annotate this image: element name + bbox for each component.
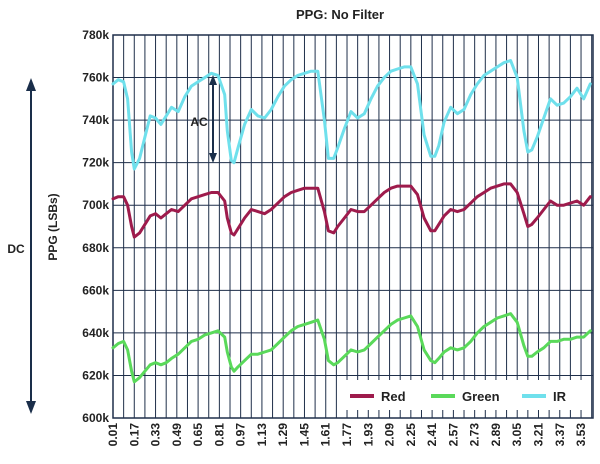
x-tick-label: 2.89 [489,423,503,447]
x-tick-label: 3.05 [510,423,524,447]
dc-label: DC [7,242,25,256]
x-tick-label: 0.49 [170,423,184,447]
series-line-red [111,182,592,239]
legend: Red Green IR [343,380,591,410]
x-tick-label: 1.93 [361,423,375,447]
x-tick-label: 2.25 [404,423,418,447]
ac-label: AC [190,115,208,129]
x-axis-ticks: 0.01 0.17 0.33 0.49 0.65 0.81 0.97 1.13 1.29 1.45… [106,423,588,447]
ac-arrow-head-top [209,75,217,85]
x-tick-label: 3.21 [531,423,545,447]
y-axis-label: PPG (LSBs) [46,193,60,260]
x-tick-label: 3.37 [553,423,567,447]
legend-label-red: Red [381,389,406,404]
dc-arrow-head-top [26,78,36,91]
series-line-ir [111,59,592,171]
ac-annotation: AC [190,75,217,163]
plot-border [112,34,594,419]
y-tick-label: 780k [82,28,109,42]
x-tick-label: 0.17 [127,423,141,447]
y-tick-label: 600k [82,411,109,425]
dc-arrow-head-bottom [26,401,36,414]
legend-label-green: Green [462,389,500,404]
x-tick-label: 2.57 [446,423,460,447]
legend-background [343,380,591,410]
x-tick-label: 1.13 [255,423,269,447]
chart-title: PPG: No Filter [296,7,384,22]
x-tick-label: 2.09 [383,423,397,447]
x-tick-label: 3.53 [574,423,588,447]
y-tick-label: 640k [82,326,109,340]
x-tick-label: 2.41 [425,423,439,447]
x-tick-label: 1.77 [340,423,354,447]
y-tick-label: 700k [82,198,109,212]
y-tick-label: 740k [82,113,109,127]
x-tick-label: 1.45 [297,423,311,447]
y-axis-ticks: 600k 620k 640k 660k 680k 700k 720k 740k 760k 780k [82,28,109,425]
y-tick-label: 660k [82,283,109,297]
x-tick-label: 0.01 [106,423,120,447]
x-tick-label: 2.73 [468,423,482,447]
x-tick-label: 1.29 [276,423,290,447]
plot-area [112,34,594,419]
x-tick-label: 1.61 [319,423,333,447]
x-tick-label: 0.33 [149,423,163,447]
dc-annotation: DC [7,78,36,414]
series-lines [111,59,592,384]
x-tick-label: 0.81 [212,423,226,447]
y-tick-label: 680k [82,241,109,255]
x-tick-label: 0.97 [234,423,248,447]
x-tick-label: 0.65 [191,423,205,447]
series-line-green [111,312,592,384]
y-tick-label: 760k [82,71,109,85]
grid [112,34,593,419]
y-tick-label: 620k [82,368,109,382]
legend-label-ir: IR [553,389,567,404]
ac-arrow-head-bottom [209,153,217,163]
y-tick-label: 720k [82,156,109,170]
